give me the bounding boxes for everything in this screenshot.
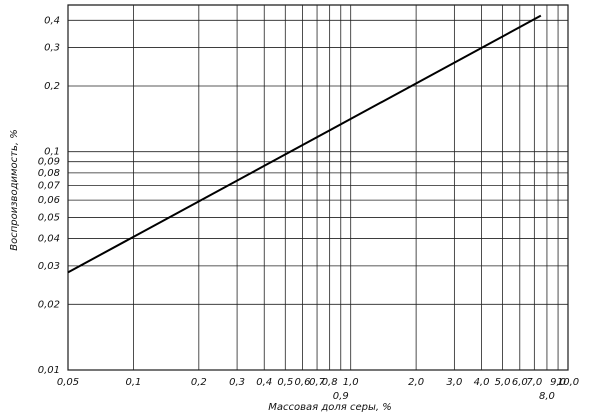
- y-tick-label: 0,09: [38, 157, 60, 168]
- x-tick-label: 4,0: [474, 377, 490, 388]
- x-tick-label: 0,05: [57, 377, 79, 388]
- x-axis-label: Массовая доля серы, %: [268, 402, 391, 413]
- x-tick-label: 8,0: [539, 391, 555, 402]
- y-tick-label: 0,07: [38, 181, 61, 192]
- y-tick-label: 0,4: [44, 15, 60, 26]
- x-tick-label: 5,0: [495, 377, 511, 388]
- x-tick-label: 0,7: [309, 377, 326, 388]
- y-tick-label: 0,2: [44, 81, 60, 92]
- x-tick-label: 1,0: [343, 377, 359, 388]
- y-tick-label: 0,3: [44, 43, 60, 54]
- x-tick-label: 0,3: [229, 377, 245, 388]
- y-tick-label: 0,02: [38, 299, 60, 310]
- plot-frame: [67, 4, 569, 371]
- x-tick-label: 9,0: [550, 377, 566, 388]
- y-tick-label: 0,05: [38, 212, 60, 223]
- y-tick-label: 0,1: [44, 147, 60, 158]
- x-tick-label: 0,4: [256, 377, 272, 388]
- x-tick-label: 0,1: [125, 377, 141, 388]
- x-tick-label: 7,0: [526, 377, 542, 388]
- y-tick-label: 0,03: [38, 261, 60, 272]
- x-tick-label: 6,0: [512, 377, 528, 388]
- y-tick-label: 0,04: [38, 234, 60, 245]
- x-tick-label: 0,5: [277, 377, 293, 388]
- x-tick-label: 2,0: [408, 377, 424, 388]
- data-line: [67, 14, 542, 274]
- x-tick-label: 10,0: [557, 377, 579, 388]
- y-tick-label: 0,01: [38, 365, 60, 376]
- x-tick-label: 0,2: [191, 377, 207, 388]
- x-tick-label: 0,8: [322, 377, 338, 388]
- x-tick-label: 3,0: [446, 377, 462, 388]
- y-tick-label: 0,06: [38, 195, 60, 206]
- y-axis-label: Воспроизводимость, %: [9, 129, 20, 250]
- y-tick-label: 0,08: [38, 168, 60, 179]
- x-tick-label: 0,9: [333, 391, 349, 402]
- x-tick-label: 0,6: [295, 377, 311, 388]
